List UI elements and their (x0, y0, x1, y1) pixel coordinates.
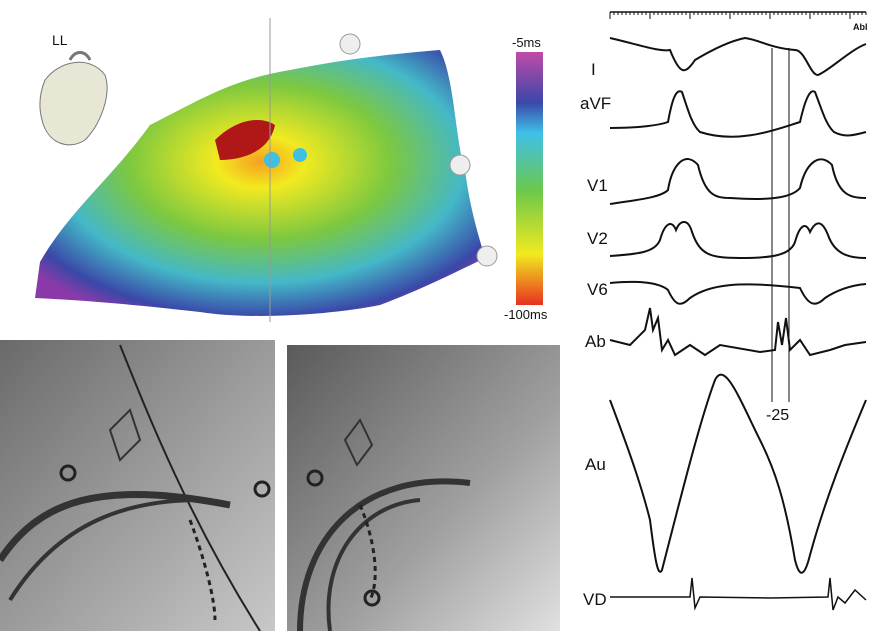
lead-label-VD: VD (583, 590, 607, 609)
trace-V6 (609, 280, 867, 305)
heart-orientation-icon (39, 51, 108, 146)
trace-V2 (609, 221, 867, 260)
trace-Au (609, 373, 867, 574)
earliest-activation-region (215, 120, 275, 160)
lead-label-V6: V6 (587, 280, 608, 299)
fluoroscopy-left (0, 340, 275, 631)
ruler-label: Abl (853, 22, 868, 32)
ecg-traces (609, 36, 867, 611)
trace-I (609, 36, 867, 77)
lead-label-V2: V2 (587, 229, 608, 248)
colorbar (516, 52, 543, 305)
time-ruler (609, 11, 867, 19)
lead-label-Au: Au (585, 455, 606, 474)
lead-label-Ab: Ab (585, 332, 606, 351)
colorbar-min-label: -100ms (504, 307, 548, 322)
activation-map (35, 18, 498, 322)
lead-label-aVF: aVF (580, 94, 612, 113)
trace-VD (610, 577, 867, 611)
interval-label: -25 (766, 407, 790, 424)
map-view-label: LL (52, 32, 68, 48)
fluoroscopy-right (287, 345, 560, 631)
colorbar-max-label: -5ms (512, 35, 541, 50)
lead-label-I: I (591, 60, 596, 79)
trace-aVF (609, 90, 867, 138)
lead-label-V1: V1 (587, 176, 608, 195)
trace-Ab (609, 307, 867, 357)
trace-V1 (609, 158, 867, 205)
